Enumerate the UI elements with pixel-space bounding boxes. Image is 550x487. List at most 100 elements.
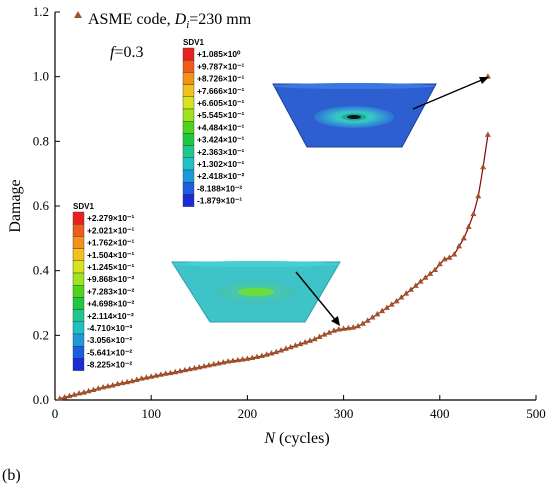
x-tick-label: 300 — [334, 406, 354, 421]
data-point — [273, 348, 280, 355]
data-point — [393, 297, 400, 304]
colorbar-value: +2.418×10⁻² — [197, 171, 244, 181]
colorbar-value: -8.188×10⁻² — [197, 183, 242, 193]
data-point — [398, 294, 405, 300]
colorbar-value: -5.641×10⁻² — [87, 347, 132, 357]
data-point — [196, 363, 203, 370]
data-point — [417, 278, 424, 284]
colorbar-value: +3.424×10⁻¹ — [197, 135, 244, 145]
data-point — [326, 329, 333, 335]
data-point — [143, 374, 150, 380]
data-point — [302, 339, 309, 345]
data-point — [412, 282, 419, 288]
colorbar-value: +1.504×10⁻¹ — [87, 250, 134, 260]
data-point — [172, 368, 179, 375]
data-point — [427, 270, 434, 276]
data-point — [340, 325, 347, 331]
data-point — [153, 372, 160, 378]
data-point — [403, 290, 410, 296]
data-point — [379, 307, 386, 314]
colorbar-swatch — [72, 272, 85, 286]
data-point — [321, 331, 328, 337]
data-point — [258, 352, 265, 359]
colorbar-value: +1.245×10⁻¹ — [87, 262, 134, 272]
colorbar-value: +8.726×10⁻¹ — [197, 74, 244, 84]
y-tick-label: 0.6 — [33, 198, 50, 213]
colorbar-value: +9.787×10⁻¹ — [197, 61, 244, 71]
colorbar-swatch — [72, 297, 85, 310]
colorbar-value: +7.666×10⁻¹ — [197, 86, 244, 96]
data-point — [446, 254, 453, 260]
data-point — [119, 379, 126, 386]
data-point — [85, 387, 92, 394]
x-tick-label: 100 — [141, 406, 161, 421]
colorbar-value: -8.225×10⁻² — [87, 360, 132, 370]
data-point — [244, 355, 251, 361]
colorbar-value: +2.279×10⁻¹ — [87, 213, 134, 223]
data-point — [124, 378, 131, 385]
data-point — [157, 371, 164, 377]
data-point — [95, 385, 102, 391]
data-point — [66, 392, 73, 399]
y-tick-label: 0.8 — [33, 133, 49, 148]
colorbar-top: SDV1 +1.085×10⁰ +9.787×10⁻¹ +8.726×10⁻¹ +7.… — [182, 38, 244, 207]
data-point — [282, 345, 289, 351]
colorbar-swatch — [72, 260, 85, 274]
colorbar-swatch — [182, 84, 195, 97]
x-ticks: 0 100 200 300 400 500 — [52, 395, 546, 421]
data-point — [71, 391, 78, 397]
data-point — [167, 369, 174, 376]
data-point — [364, 317, 371, 323]
data-point — [263, 351, 270, 357]
data-point — [297, 340, 304, 347]
data-point — [133, 376, 140, 382]
colorbar-bottom-swatches — [72, 211, 85, 371]
x-tick-label: 400 — [430, 406, 450, 421]
colorbar-swatch — [72, 248, 85, 262]
data-point — [422, 274, 429, 280]
data-point — [306, 337, 313, 343]
colorbar-swatch — [72, 321, 85, 335]
fea-cone-top-image — [272, 83, 437, 148]
data-point — [234, 356, 241, 363]
colorbar-swatch — [72, 358, 85, 371]
data-point — [138, 375, 145, 381]
y-axis-label: Damage — [7, 179, 24, 232]
data-point — [451, 251, 458, 257]
data-point — [100, 383, 107, 390]
y-tick-label: 0.2 — [33, 327, 49, 342]
data-point — [456, 243, 463, 249]
colorbar-swatch — [182, 120, 195, 134]
data-point — [311, 335, 318, 342]
data-point — [104, 383, 111, 389]
data-point — [80, 389, 87, 395]
colorbar-value: +1.762×10⁻¹ — [87, 238, 134, 248]
colorbar-swatch — [72, 309, 85, 323]
data-point — [254, 353, 261, 359]
data-point — [335, 326, 342, 332]
data-point — [388, 301, 395, 307]
data-point — [268, 350, 275, 356]
colorbar-value: +5.545×10⁻¹ — [197, 110, 244, 120]
data-point — [186, 365, 193, 372]
x-tick-label: 0 — [52, 406, 59, 421]
x-tick-label: 200 — [238, 406, 258, 421]
colorbar-value: -4.710×10⁻³ — [87, 323, 132, 333]
data-point — [475, 192, 482, 199]
colorbar-swatch — [182, 60, 195, 73]
data-point — [61, 394, 68, 400]
data-point — [431, 266, 438, 273]
colorbar-value: +2.114×10⁻² — [87, 311, 134, 321]
y-tick-label: 0.4 — [33, 263, 50, 278]
colorbar-swatch — [182, 157, 195, 171]
colorbar-swatch — [182, 72, 195, 85]
data-point — [407, 286, 414, 292]
data-point — [191, 364, 198, 371]
data-point — [181, 366, 188, 373]
data-point — [210, 361, 217, 367]
colorbar-bottom-labels: +2.279×10⁻¹ +2.021×10⁻¹ +1.762×10⁻¹ +1.504×… — [87, 213, 134, 369]
legend: ASME code, Di=230 mm f=0.3 — [74, 11, 252, 61]
colorbar-swatch — [72, 211, 85, 225]
legend-marker-icon — [74, 11, 82, 18]
